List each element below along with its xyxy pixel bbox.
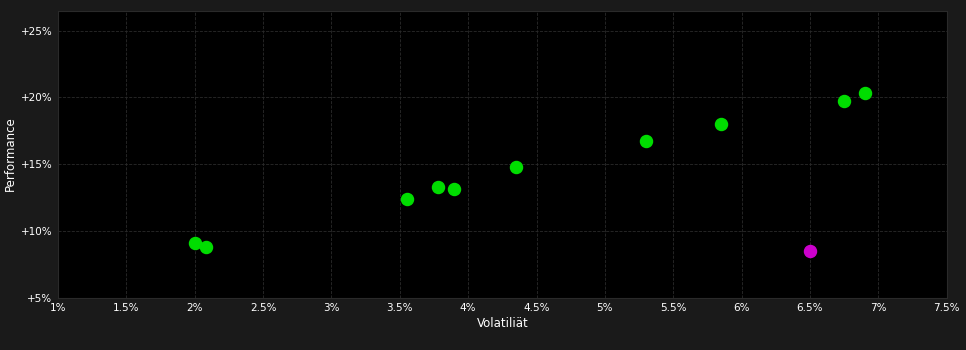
- Y-axis label: Performance: Performance: [4, 117, 16, 191]
- Point: [837, 98, 852, 104]
- Point: [713, 121, 728, 127]
- Point: [198, 244, 213, 250]
- Point: [446, 187, 462, 192]
- Point: [187, 240, 203, 246]
- Point: [508, 164, 524, 169]
- Point: [857, 90, 872, 96]
- Point: [639, 139, 654, 144]
- Point: [399, 196, 414, 202]
- Point: [430, 184, 445, 189]
- X-axis label: Volatiliät: Volatiliät: [476, 317, 528, 330]
- Point: [802, 248, 817, 254]
